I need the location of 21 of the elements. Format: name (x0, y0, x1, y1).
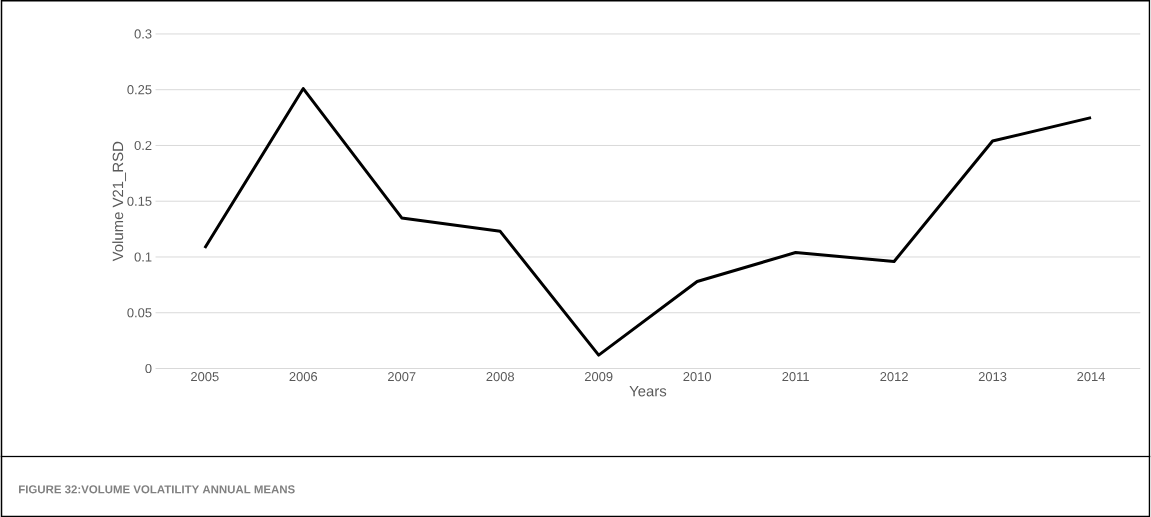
line-series (203, 86, 1093, 357)
x-tick-label: 2009 (584, 371, 613, 382)
x-tick-label: 2012 (880, 371, 908, 382)
x-tick-label: 2008 (486, 371, 515, 382)
x-axis-title: Years (629, 385, 667, 397)
y-tick-label: 0.1 (134, 252, 152, 262)
x-tick-label: 2011 (782, 371, 809, 382)
y-axis-title: Volume V21_RSD (112, 141, 127, 262)
x-tick-label: 2014 (1077, 371, 1106, 382)
x-tick-label: 2006 (289, 371, 318, 382)
x-tick-label: 2005 (191, 371, 219, 382)
y-tick-label: 0.2 (134, 140, 152, 150)
y-tick-label: 0.25 (127, 84, 152, 95)
caption: FIGURE 32:VOLUME VOLATILITY ANNUAL MEANS (19, 485, 295, 494)
x-tick-label: 2013 (978, 371, 1007, 382)
y-tick-label: 0 (145, 363, 152, 373)
x-tick-label: 2010 (683, 371, 712, 382)
y-tick-label: 0.05 (127, 308, 152, 318)
x-tick-label: 2007 (388, 371, 416, 382)
y-tick-label: 0.3 (134, 29, 152, 39)
y-tick-label: 0.15 (127, 196, 152, 206)
